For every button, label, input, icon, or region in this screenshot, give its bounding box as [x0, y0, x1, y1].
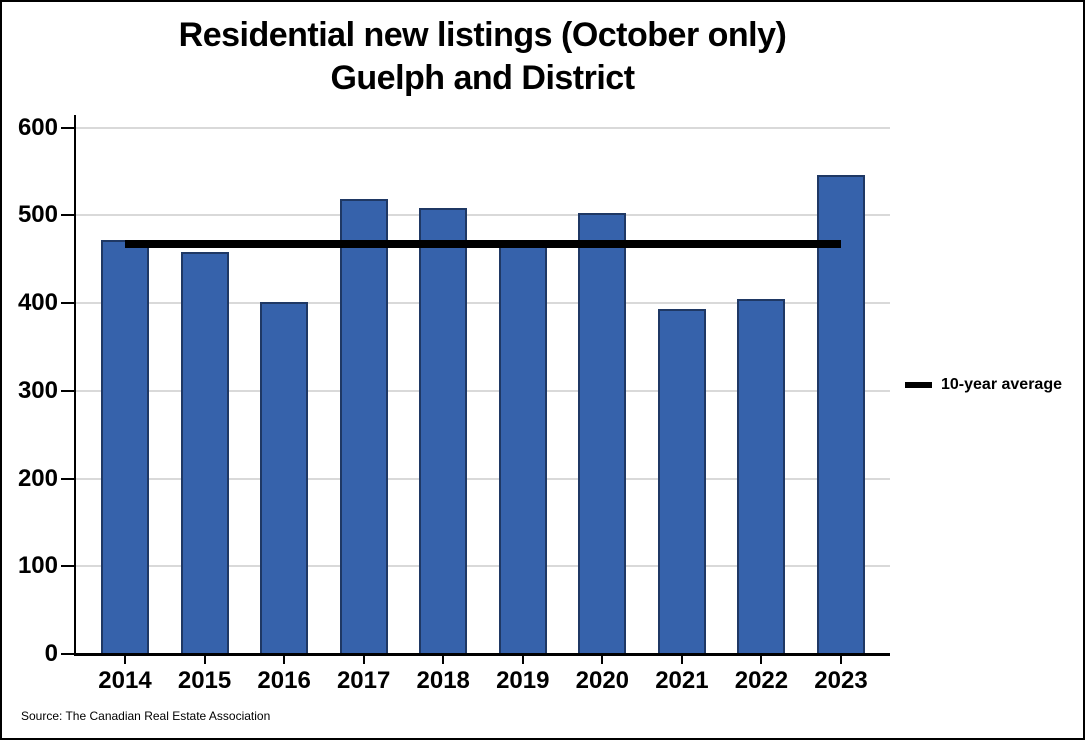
- x-axis-tick: [124, 656, 126, 664]
- x-axis-tick: [601, 656, 604, 664]
- y-axis-label: 200: [17, 464, 58, 492]
- y-axis-line: [74, 115, 76, 656]
- bar-2022: [737, 298, 786, 654]
- bar-2014: [101, 239, 149, 654]
- x-axis-tick: [680, 656, 683, 664]
- x-axis-label: 2015: [177, 667, 232, 694]
- y-gridline: [75, 389, 890, 392]
- y-axis-tick: [61, 302, 76, 304]
- bar-2021: [657, 309, 706, 654]
- chart-title-line2: Guelph and District: [330, 59, 635, 97]
- x-axis-tick: [203, 656, 206, 664]
- legend: 10-year average: [905, 374, 1062, 396]
- x-axis-label: 2018: [416, 667, 470, 694]
- y-axis-tick: [61, 565, 76, 568]
- chart-title-line1: Residential new listings (October only): [178, 16, 787, 54]
- legend-label: 10-year average: [941, 376, 1062, 393]
- x-axis-label: 2014: [98, 667, 152, 694]
- y-gridline: [75, 126, 890, 129]
- bar-2020: [578, 213, 627, 654]
- bar-2018: [419, 208, 468, 654]
- y-gridline: [75, 477, 890, 480]
- x-axis-tick: [283, 656, 286, 664]
- y-axis-label: 500: [17, 201, 58, 229]
- x-axis-label: 2017: [336, 667, 391, 694]
- x-axis-label: 2023: [814, 667, 868, 694]
- y-gridline: [75, 214, 890, 217]
- bar-2017: [339, 199, 388, 654]
- y-axis-label: 0: [44, 640, 58, 667]
- y-axis-tick: [61, 653, 76, 655]
- bar-2015: [180, 252, 229, 654]
- y-gridline: [75, 565, 890, 568]
- average-line: [125, 239, 841, 248]
- average-line-swatch: [905, 382, 932, 388]
- x-axis-line: [74, 653, 890, 656]
- y-axis-label: 600: [17, 113, 58, 141]
- x-axis-tick: [521, 656, 524, 664]
- y-axis-label: 400: [17, 289, 58, 316]
- y-axis-label: 100: [17, 552, 58, 580]
- x-axis-tick: [442, 656, 445, 664]
- x-axis-tick: [760, 656, 763, 664]
- bar-2019: [498, 239, 547, 654]
- x-axis-label: 2020: [575, 667, 630, 694]
- chart-title: Residential new listings (October only) …: [75, 14, 890, 100]
- x-axis-label: 2021: [655, 667, 709, 694]
- x-axis-label: 2019: [496, 667, 550, 694]
- x-axis-tick: [362, 656, 365, 664]
- bar-2016: [260, 302, 309, 654]
- y-axis-label: 300: [17, 376, 58, 404]
- y-axis-tick: [61, 389, 76, 392]
- y-gridline: [75, 302, 890, 304]
- x-axis-tick: [840, 656, 842, 664]
- y-axis-tick: [61, 214, 76, 217]
- source-note: Source: The Canadian Real Estate Associa…: [21, 709, 271, 723]
- bar-2023: [817, 174, 865, 654]
- x-axis-label: 2016: [257, 667, 311, 694]
- y-axis-tick: [61, 126, 76, 129]
- x-axis-label: 2022: [734, 667, 789, 694]
- y-axis-tick: [61, 477, 76, 480]
